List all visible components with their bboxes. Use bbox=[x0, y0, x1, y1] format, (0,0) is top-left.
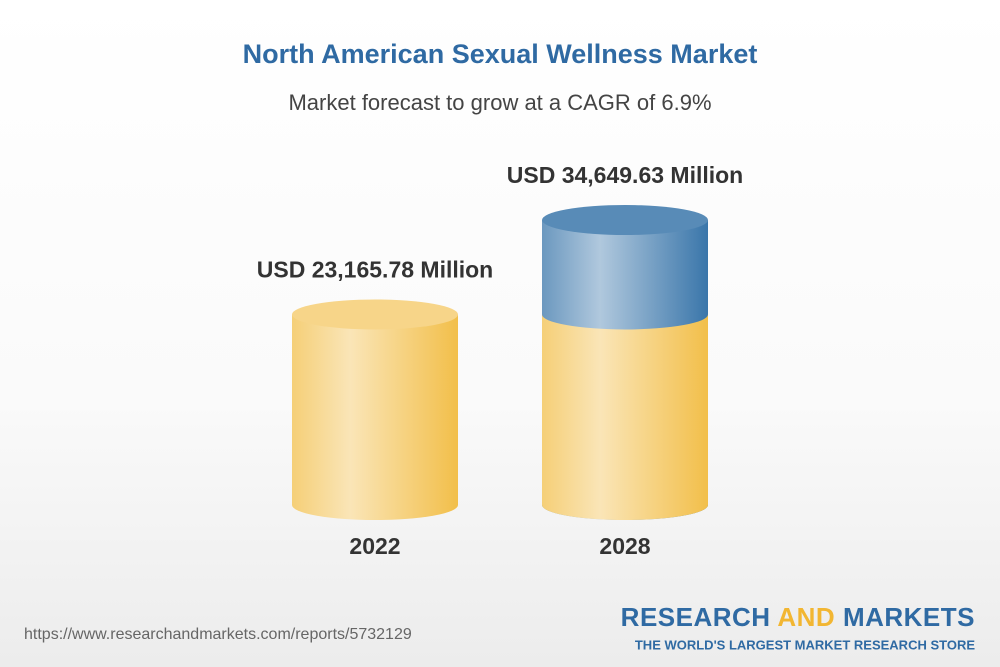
brand-tagline: THE WORLD'S LARGEST MARKET RESEARCH STOR… bbox=[635, 637, 975, 652]
cylinder-top bbox=[292, 299, 458, 330]
brand-logo: RESEARCH AND MARKETS bbox=[621, 602, 975, 632]
baseline-overlay bbox=[542, 314, 708, 520]
brand-part: AND bbox=[777, 602, 835, 632]
cylinder-body bbox=[292, 314, 458, 520]
source-url: https://www.researchandmarkets.com/repor… bbox=[24, 626, 412, 643]
brand-part: RESEARCH bbox=[621, 602, 771, 632]
x-tick-label: 2022 bbox=[349, 533, 400, 559]
cylinder-top bbox=[542, 205, 708, 235]
data-label: USD 34,649.63 Million bbox=[507, 162, 743, 188]
brand-part: MARKETS bbox=[843, 602, 975, 632]
chart-subtitle: Market forecast to grow at a CAGR of 6.9… bbox=[288, 90, 711, 115]
data-label: USD 23,165.78 Million bbox=[257, 257, 493, 283]
x-tick-label: 2028 bbox=[599, 533, 650, 559]
chart-title: North American Sexual Wellness Market bbox=[243, 39, 758, 69]
